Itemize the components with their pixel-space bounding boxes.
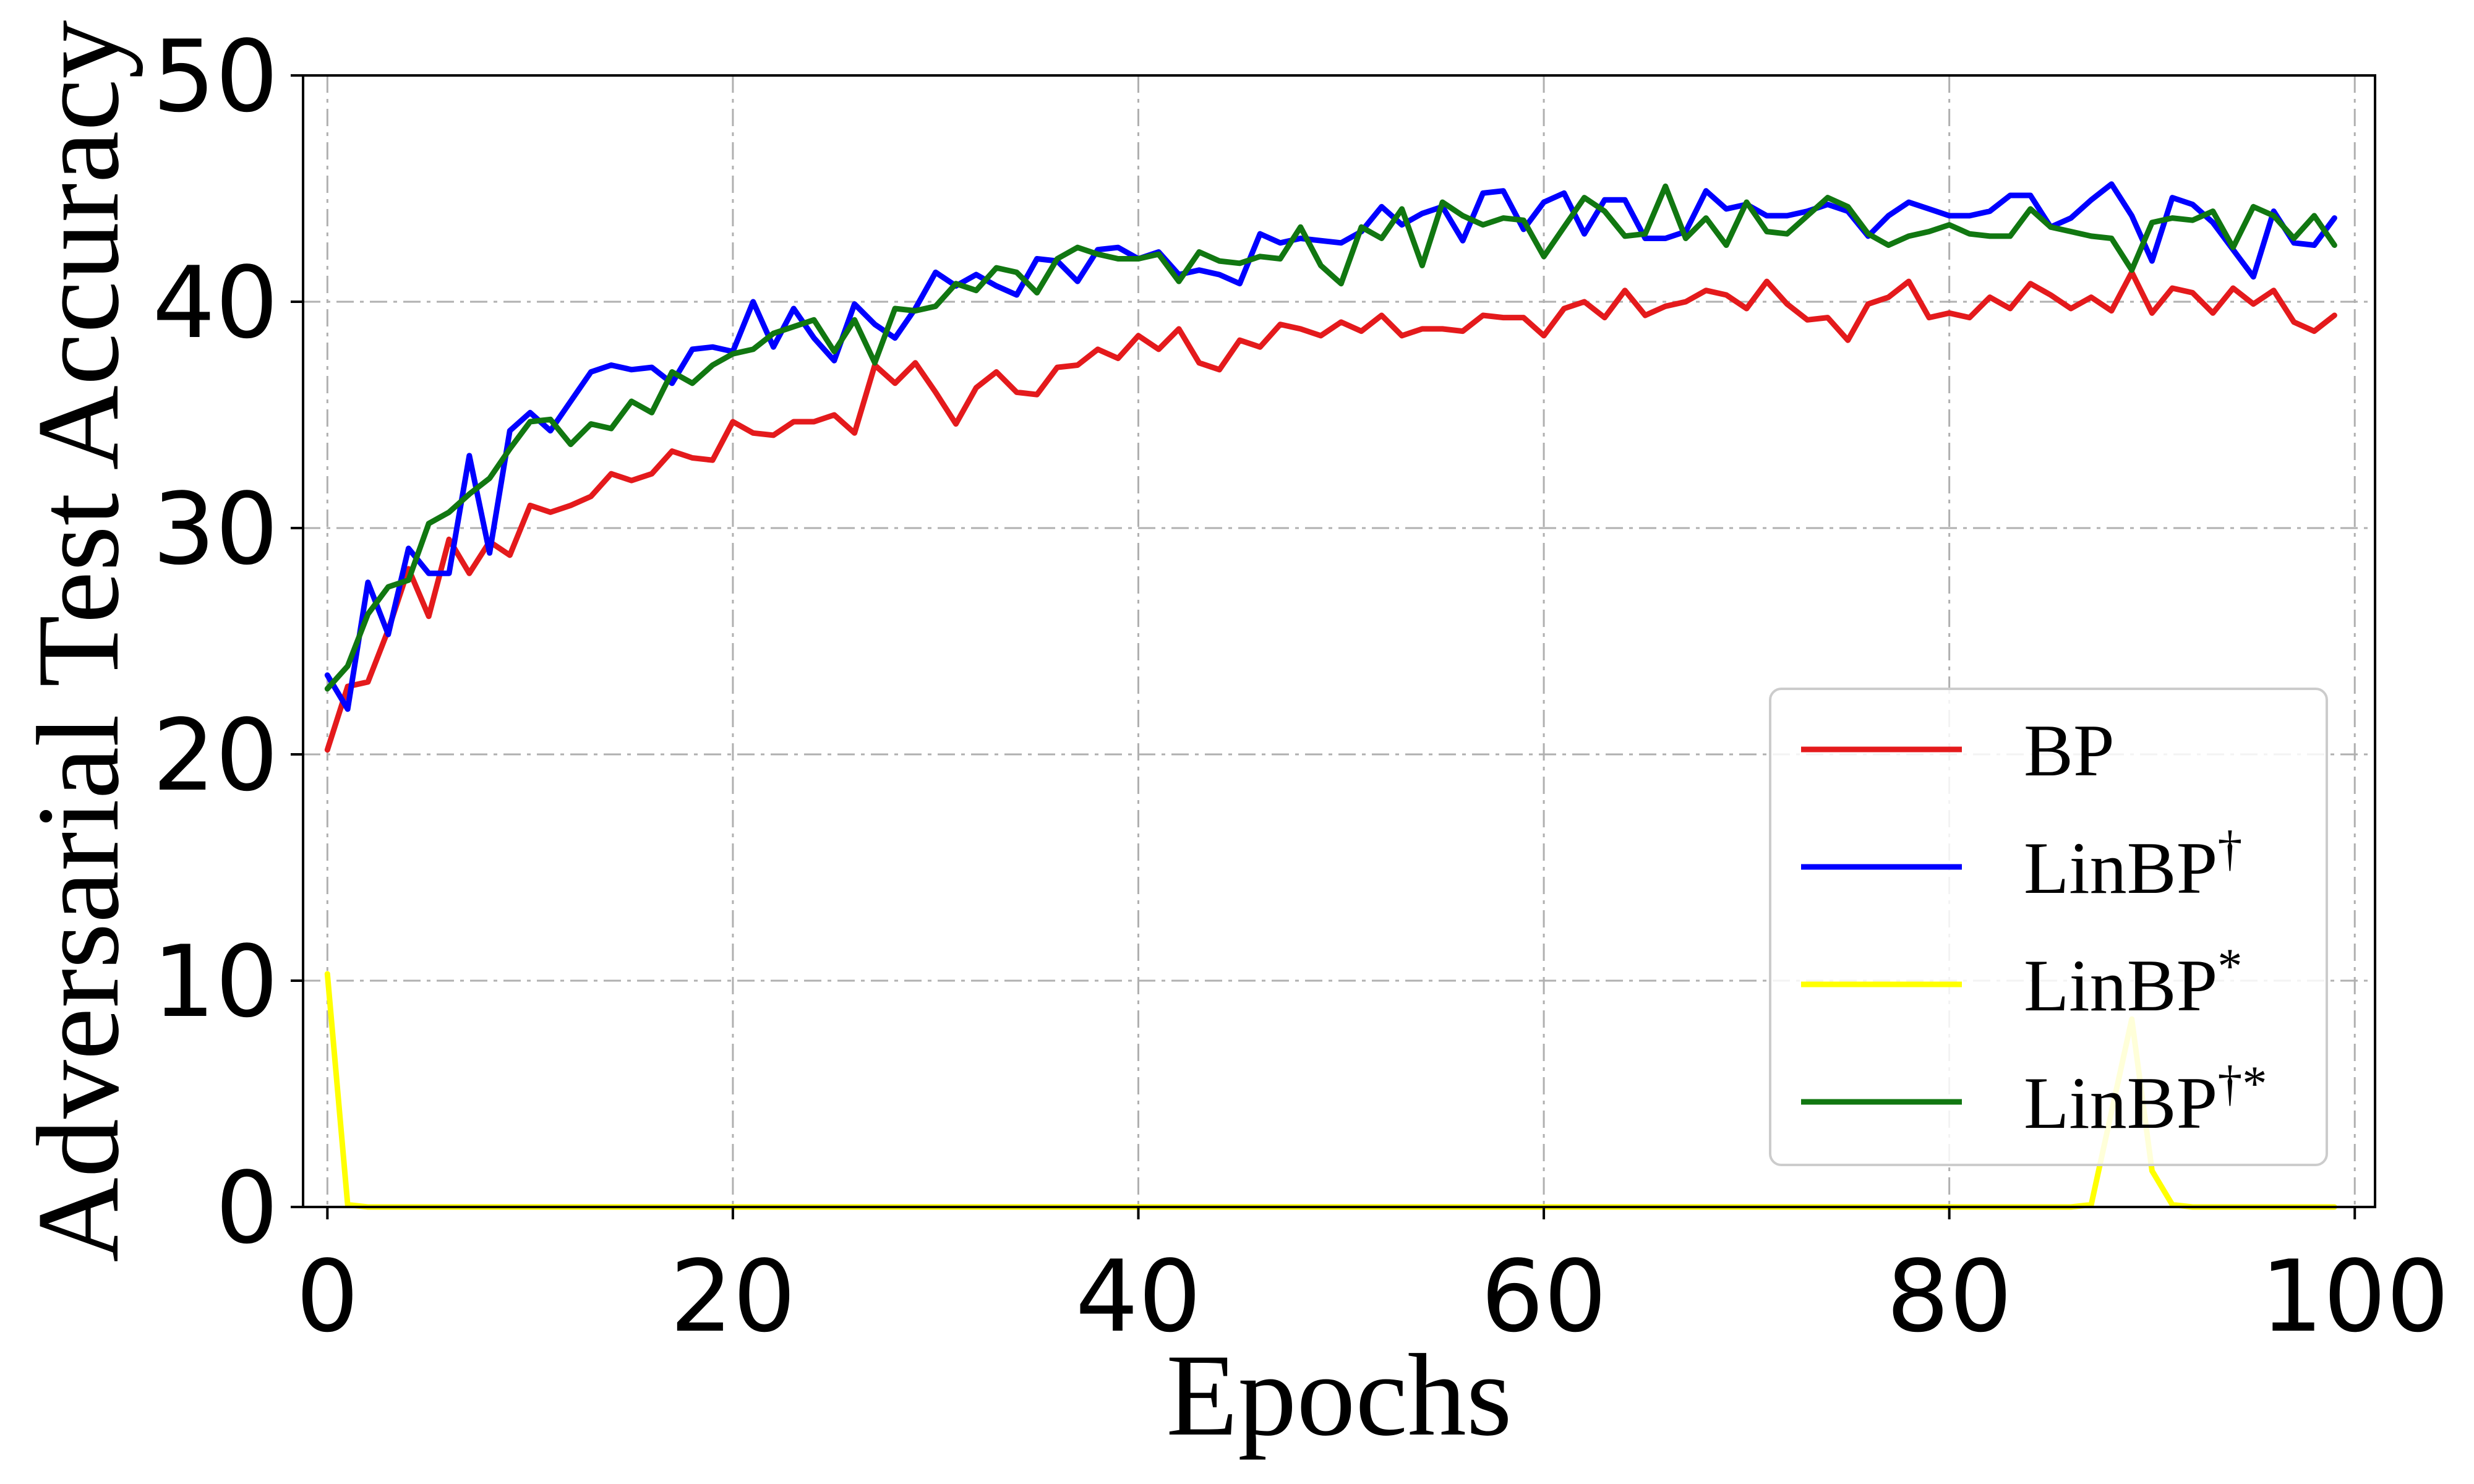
legend-label-superscript: * [2217,939,2242,994]
y-tick-label: 0 [215,1150,278,1266]
plot-frame [302,74,2376,1208]
legend-item-bp: BP [1801,709,2115,791]
x-axis-title: Epochs [1166,1331,1512,1461]
legend-label: LinBP† [2024,822,2242,909]
legend-label-name: LinBP [2024,1062,2217,1144]
ticks-layer: 0 20 40 60 80 100 0 10 20 30 40 50 [152,19,2449,1354]
y-tick-label: 20 [152,697,278,813]
legend-label-name: LinBP [2024,944,2217,1026]
legend-label: BP [2024,709,2115,791]
y-tick-label: 10 [152,924,278,1039]
y-tick-label: 30 [152,471,278,587]
series-line-linbp-dagger-star [324,183,2337,692]
x-tick-label: 80 [1886,1239,2013,1354]
x-tick-label: 100 [2261,1239,2449,1354]
legend-item-linbp-dagger: LinBP† [1801,822,2242,909]
x-tick-label: 60 [1481,1239,1607,1354]
legend-label-superscript: †* [2217,1057,2267,1111]
x-tick-label: 0 [296,1239,359,1354]
legend-box [1769,688,2328,1166]
legend-label: LinBP†* [2024,1057,2267,1144]
legend-item-linbp-dagger-star: LinBP†* [1801,1057,2267,1144]
x-tick-label: 20 [670,1239,796,1354]
legend-label-name: BP [2024,709,2115,791]
series-line-linbp-dagger [324,181,2337,712]
y-tick-label: 50 [152,19,278,134]
legend-label: LinBP* [2024,939,2242,1026]
legend-label-superscript: † [2217,822,2242,876]
y-axis-title: Adversarial Test Accuracy [14,20,143,1262]
legend-label-name: LinBP [2024,827,2217,909]
y-tick-label: 40 [152,245,278,360]
legend-item-linbp-star: LinBP* [1801,939,2242,1026]
x-tick-label: 40 [1076,1239,1202,1354]
series-line-bp [324,269,2337,753]
